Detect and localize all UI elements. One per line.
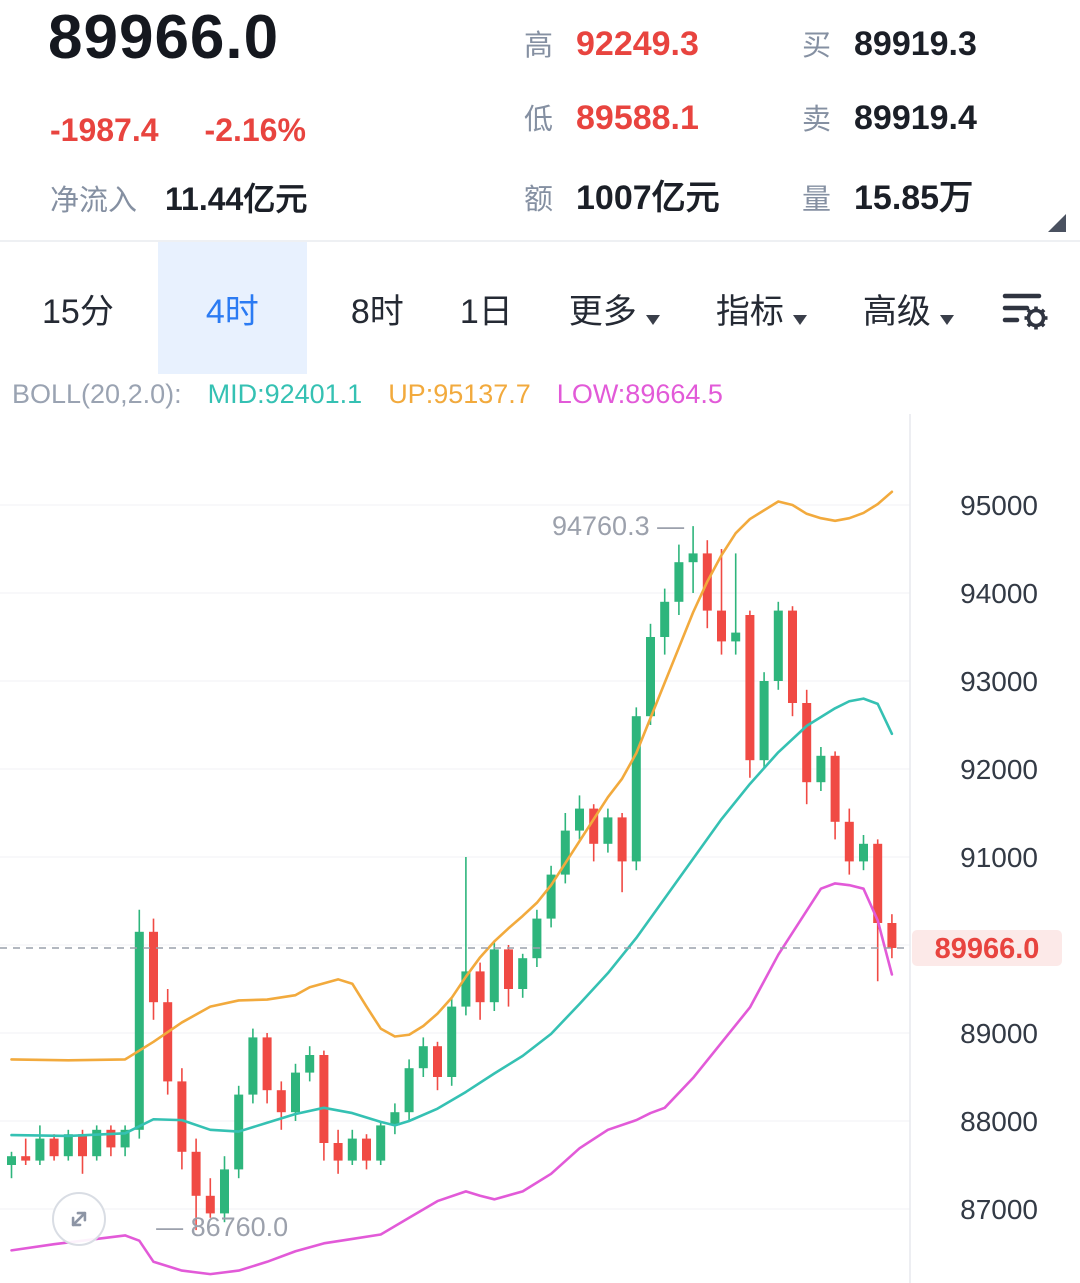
tab-more[interactable]: 更多 (557, 242, 672, 374)
volume-label: 量 (802, 184, 832, 216)
low-value: 89588.1 (576, 99, 699, 137)
boll-band-low (10, 882, 894, 1276)
stat-bid: 买 89919.3 (802, 22, 977, 68)
tab-advanced-label: 高级 (862, 292, 931, 331)
svg-text:89000: 89000 (960, 1018, 1038, 1049)
caret-down-icon (792, 314, 807, 332)
tab-1d[interactable]: 1日 (459, 292, 513, 331)
stats-column-1: 高 92249.3 低 89588.1 额 1007亿元 (524, 22, 720, 217)
expand-arrows-icon (71, 1211, 87, 1227)
ask-value: 89919.4 (854, 99, 977, 137)
chart-settings-icon[interactable] (998, 242, 1050, 374)
svg-text:88000: 88000 (960, 1106, 1038, 1137)
price-change-percent: -2.16% (204, 112, 306, 148)
candles (7, 526, 897, 1231)
net-inflow-row: 净流入 11.44亿元 (50, 174, 307, 220)
boll-up-value: UP:95137.7 (388, 378, 531, 409)
indicator-readout: BOLL(20,2.0): MID:92401.1 UP:95137.7 LOW… (0, 374, 1080, 414)
fullscreen-button[interactable] (52, 1192, 106, 1246)
volume-value: 15.85万 (854, 179, 974, 217)
net-inflow-value: 11.44亿元 (165, 181, 308, 217)
tab-15min[interactable]: 15分 (42, 292, 114, 331)
svg-text:94760.3 —: 94760.3 — (552, 511, 684, 541)
svg-text:87000: 87000 (960, 1194, 1038, 1225)
tab-advanced[interactable]: 高级 (851, 242, 966, 374)
bid-label: 买 (802, 30, 832, 62)
turnover-value: 1007亿元 (576, 179, 720, 217)
expand-corner-icon[interactable] (1048, 214, 1066, 232)
stat-low: 低 89588.1 (524, 96, 720, 142)
svg-text:94000: 94000 (960, 578, 1038, 609)
net-inflow-label: 净流入 (50, 185, 138, 217)
svg-text:89966.0: 89966.0 (935, 933, 1040, 965)
annotations: 94760.3 — — 86760.0 (156, 511, 684, 1242)
svg-text:95000: 95000 (960, 490, 1038, 521)
chart-area: 9500094000930009200091000900008900088000… (0, 414, 1080, 1283)
boll-band-mid (10, 697, 894, 1138)
tab-4h[interactable]: 4时 (157, 242, 307, 374)
boll-low-value: LOW:89664.5 (556, 378, 723, 409)
tab-more-label: 更多 (568, 292, 637, 331)
price-chart[interactable]: 9500094000930009200091000900008900088000… (0, 414, 1080, 1283)
price-change-row: -1987.4 -2.16% (50, 112, 306, 149)
stat-volume: 量 15.85万 (802, 170, 977, 217)
svg-text:93000: 93000 (960, 666, 1038, 697)
current-price-marker: 89966.0 (0, 929, 1062, 966)
stat-high: 高 92249.3 (524, 22, 720, 68)
svg-text:— 86760.0: — 86760.0 (156, 1212, 288, 1242)
high-label: 高 (524, 30, 554, 62)
bid-value: 89919.3 (854, 25, 977, 63)
turnover-label: 额 (524, 184, 554, 216)
boll-name: BOLL(20,2.0): (12, 378, 182, 409)
y-axis-labels: 9500094000930009200091000900008900088000… (960, 490, 1038, 1225)
timeframe-tabbar: 15分 4时 8时 1日 更多 指标 高级 (0, 242, 1080, 374)
caret-down-icon (645, 314, 660, 332)
tab-indicators[interactable]: 指标 (704, 242, 819, 374)
boll-band-up (10, 490, 894, 1062)
tab-indicators-label: 指标 (715, 292, 784, 331)
last-price: 89966.0 (48, 3, 280, 72)
svg-text:92000: 92000 (960, 754, 1038, 785)
stat-ask: 卖 89919.4 (802, 96, 977, 142)
boll-mid-value: MID:92401.1 (207, 378, 363, 409)
boll-bands (10, 490, 894, 1276)
stats-column-2: 买 89919.3 卖 89919.4 量 15.85万 (802, 22, 977, 217)
tab-8h[interactable]: 8时 (350, 292, 404, 331)
ask-label: 卖 (802, 104, 832, 136)
stat-turnover: 额 1007亿元 (524, 170, 720, 217)
svg-text:91000: 91000 (960, 842, 1038, 873)
quote-header: 89966.0 -1987.4 -2.16% 净流入 11.44亿元 高 922… (0, 0, 1080, 242)
low-label: 低 (524, 104, 554, 136)
price-change: -1987.4 (50, 112, 159, 148)
caret-down-icon (939, 314, 954, 332)
gridlines (0, 414, 911, 1283)
high-value: 92249.3 (576, 25, 699, 63)
